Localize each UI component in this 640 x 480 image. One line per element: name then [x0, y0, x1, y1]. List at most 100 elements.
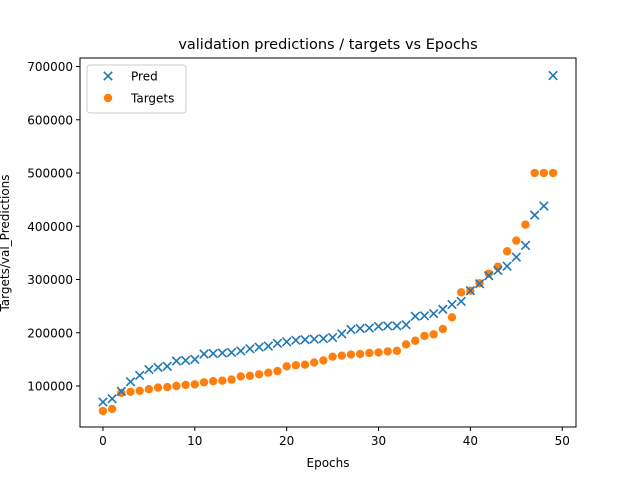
target-point — [153, 383, 163, 392]
y-tick-label: 400000 — [27, 220, 73, 234]
pred-point — [474, 279, 485, 289]
target-point — [107, 404, 117, 414]
target-point — [521, 220, 530, 229]
pred-point — [529, 210, 540, 220]
target-point — [374, 348, 383, 357]
target-point — [530, 168, 539, 178]
x-tick-label: 20 — [279, 434, 294, 448]
legend-label: Pred — [131, 70, 158, 84]
pred-point — [447, 299, 457, 310]
pred-point — [428, 308, 439, 319]
pred-point — [309, 334, 319, 344]
target-point — [117, 388, 126, 398]
pred-point — [171, 356, 182, 366]
pred-point — [355, 323, 365, 334]
target-point — [383, 347, 392, 356]
target-point — [181, 380, 190, 390]
plot-frame — [79, 57, 577, 428]
pred-point — [346, 324, 356, 335]
x-tick-label: 10 — [187, 434, 202, 448]
pred-point — [235, 346, 246, 356]
chart-title: validation predictions / targets vs Epoc… — [178, 37, 477, 53]
target-point — [502, 247, 512, 256]
target-point — [401, 340, 411, 349]
target-point — [548, 168, 558, 178]
target-point — [310, 358, 319, 367]
pred-point — [511, 252, 522, 262]
y-tick-label: 600000 — [27, 113, 73, 127]
pred-point — [199, 349, 209, 359]
pred-point — [456, 296, 466, 307]
pred-point — [539, 201, 549, 211]
target-point — [337, 351, 346, 360]
target-point — [245, 371, 255, 381]
x-axis: 0 10 20 30 40 50 — [99, 427, 570, 448]
y-tick-label: 100000 — [27, 380, 73, 394]
pred-point — [327, 332, 338, 343]
y-axis-label: Targets/val_Predictions — [0, 174, 12, 312]
pred-point — [337, 329, 347, 339]
pred-point — [548, 70, 558, 81]
pred-point — [502, 261, 512, 271]
target-point — [429, 330, 438, 339]
target-point — [539, 168, 549, 178]
pred-point — [134, 370, 145, 381]
target-point — [392, 346, 402, 356]
pred-point — [217, 348, 228, 358]
legend-targets-marker — [103, 93, 113, 103]
target-point — [273, 366, 282, 376]
legend: Pred Targets — [86, 64, 187, 114]
plot-area — [79, 57, 577, 428]
target-point — [438, 324, 448, 334]
legend-box — [86, 64, 187, 114]
pred-point — [438, 304, 448, 315]
series-pred — [98, 70, 558, 407]
pred-point — [493, 265, 503, 276]
pred-point — [520, 240, 531, 251]
target-point — [512, 236, 521, 245]
y-tick-label: 700000 — [27, 60, 73, 74]
x-tick-label: 0 — [99, 434, 107, 448]
pred-point — [401, 320, 411, 330]
target-point — [264, 368, 273, 377]
y-tick-label: 500000 — [27, 167, 73, 181]
target-point — [319, 356, 328, 365]
target-point — [300, 360, 310, 369]
target-point — [484, 269, 493, 278]
target-point — [328, 352, 337, 361]
target-point — [208, 377, 218, 386]
pred-point — [392, 321, 402, 331]
target-point — [227, 375, 236, 384]
target-point — [144, 384, 154, 394]
pred-point — [245, 343, 255, 354]
pred-point — [162, 361, 173, 372]
x-axis-label: Epochs — [307, 456, 350, 470]
target-point — [190, 380, 200, 389]
pred-point — [272, 338, 283, 349]
pred-point — [153, 362, 163, 373]
pred-point — [180, 355, 191, 366]
target-point — [126, 387, 135, 397]
target-point — [172, 381, 181, 391]
target-point — [456, 288, 466, 297]
target-point — [254, 370, 264, 379]
pred-point — [208, 348, 218, 359]
target-point — [199, 378, 209, 387]
x-tick-label: 50 — [555, 434, 570, 448]
pred-point — [98, 397, 108, 407]
y-axis: 100000 200000 300000 400000 500000 600000 7000… — [27, 60, 80, 394]
y-tick-label: 300000 — [27, 273, 73, 287]
pred-point — [107, 394, 117, 404]
pred-point — [281, 337, 292, 347]
pred-point — [382, 321, 393, 331]
pred-point — [190, 354, 200, 365]
target-point — [135, 386, 144, 395]
target-point — [420, 331, 429, 341]
legend-label: Targets — [130, 92, 174, 106]
x-tick-label: 30 — [371, 434, 386, 448]
pred-point — [300, 334, 310, 345]
target-point — [447, 313, 457, 322]
target-point — [236, 372, 245, 381]
pred-point — [318, 333, 329, 344]
pred-point — [254, 342, 264, 352]
